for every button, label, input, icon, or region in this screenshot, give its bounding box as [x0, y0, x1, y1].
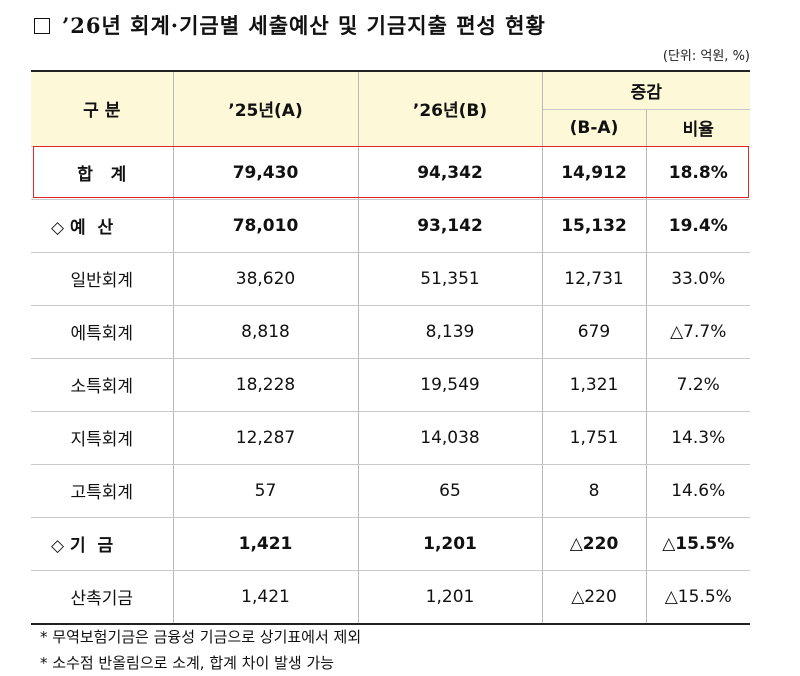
- cell-2025: 12,287: [172, 411, 359, 465]
- row-label: 지특회계: [31, 411, 174, 465]
- cell-2026: 8,139: [357, 305, 543, 359]
- cell-ratio: 14.6%: [645, 464, 750, 518]
- unit-label: (단위: 억원, %): [662, 49, 750, 64]
- row-label: 일반회계: [31, 252, 174, 306]
- cell-2026: 14,038: [357, 411, 543, 465]
- cell-diff: 1,321: [541, 358, 647, 412]
- cell-2025: 38,620: [172, 252, 359, 306]
- page-title: ’26년 회계·기금별 세출예산 및 기금지출 편성 현황: [34, 10, 546, 40]
- cell-diff: 679: [541, 305, 647, 359]
- cell-2026: 65: [357, 464, 543, 518]
- cell-2025: 78,010: [172, 199, 359, 253]
- cell-2025: 79,430: [172, 146, 359, 200]
- cell-2025: 1,421: [172, 517, 359, 571]
- header-category: 구 분: [31, 70, 174, 147]
- footnotes: * 무역보험기금은 금융성 기금으로 상기표에서 제외 * 소수점 반올림으로 …: [40, 624, 361, 676]
- footnote: * 무역보험기금은 금융성 기금으로 상기표에서 제외: [40, 628, 362, 646]
- row-label: 소특회계: [31, 358, 174, 412]
- cell-ratio: 18.8%: [645, 146, 750, 200]
- row-label: 고특회계: [31, 464, 174, 518]
- cell-2026: 93,142: [357, 199, 543, 253]
- table-row: 에특회계 8,818 8,139 679 △7.7%: [31, 305, 750, 359]
- cell-diff: △220: [541, 570, 647, 625]
- row-label: 산촉기금: [31, 570, 174, 625]
- row-label: ◇ 기 금: [31, 517, 174, 571]
- header-change: 증감: [541, 70, 750, 110]
- title-text: ’26년 회계·기금별 세출예산 및 기금지출 편성 현황: [62, 13, 546, 38]
- table-row: 지특회계 12,287 14,038 1,751 14.3%: [31, 411, 750, 465]
- checkbox-square-icon: [34, 18, 50, 34]
- table-row: 산촉기금 1,421 1,201 △220 △15.5%: [31, 570, 750, 625]
- cell-ratio: △7.7%: [645, 305, 750, 359]
- table-row-total: 합 계 79,430 94,342 14,912 18.8%: [31, 146, 750, 200]
- header-ratio: 비율: [645, 108, 750, 147]
- cell-ratio: 33.0%: [645, 252, 750, 306]
- cell-diff: △220: [541, 517, 647, 571]
- cell-2025: 8,818: [172, 305, 359, 359]
- footnote: * 소수점 반올림으로 소계, 합계 차이 발생 가능: [40, 654, 335, 672]
- table-row: 소특회계 18,228 19,549 1,321 7.2%: [31, 358, 750, 412]
- cell-2026: 1,201: [357, 570, 543, 625]
- cell-2026: 51,351: [357, 252, 543, 306]
- budget-table: 구 분 ’25년(A) ’26년(B) 증감 (B-A) 비율 합 계 79,4…: [31, 70, 750, 625]
- cell-2025: 1,421: [172, 570, 359, 625]
- table-row: 고특회계 57 65 8 14.6%: [31, 464, 750, 518]
- cell-diff: 8: [541, 464, 647, 518]
- cell-2025: 18,228: [172, 358, 359, 412]
- cell-2026: 94,342: [357, 146, 543, 200]
- cell-ratio: △15.5%: [645, 517, 750, 571]
- row-label: 합 계: [31, 146, 174, 200]
- cell-diff: 1,751: [541, 411, 647, 465]
- cell-ratio: 7.2%: [645, 358, 750, 412]
- table-row: 일반회계 38,620 51,351 12,731 33.0%: [31, 252, 750, 306]
- cell-diff: 12,731: [541, 252, 647, 306]
- header-diff: (B-A): [542, 108, 647, 147]
- cell-2025: 57: [172, 464, 359, 518]
- table-row-fund: ◇ 기 금 1,421 1,201 △220 △15.5%: [31, 517, 750, 571]
- cell-2026: 1,201: [357, 517, 543, 571]
- table-row-budget: ◇ 예 산 78,010 93,142 15,132 19.4%: [31, 199, 750, 253]
- cell-ratio: 14.3%: [645, 411, 750, 465]
- row-label: ◇ 예 산: [31, 199, 174, 253]
- header-2026: ’26년(B): [357, 70, 543, 147]
- row-label: 에특회계: [31, 305, 174, 359]
- cell-ratio: 19.4%: [645, 199, 750, 253]
- cell-diff: 14,912: [541, 146, 647, 200]
- cell-diff: 15,132: [541, 199, 647, 253]
- header-2025: ’25년(A): [172, 70, 359, 147]
- cell-2026: 19,549: [357, 358, 543, 412]
- cell-ratio: △15.5%: [645, 570, 750, 625]
